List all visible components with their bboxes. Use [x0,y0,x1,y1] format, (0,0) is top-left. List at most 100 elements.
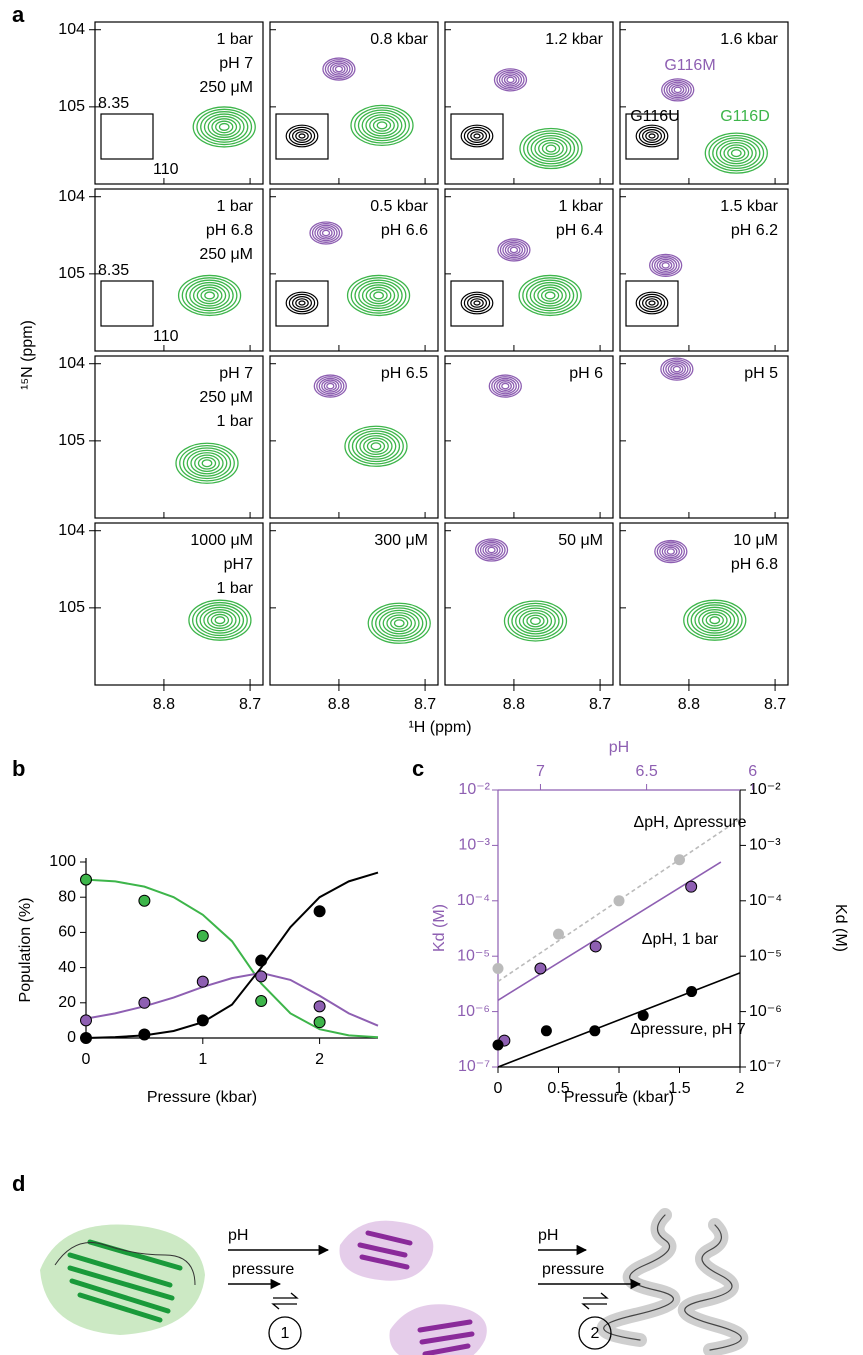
spectrum-frame [619,188,789,352]
spectrum-frame [444,355,614,519]
contour-level [651,255,680,276]
y2-tick-label: 10⁻⁷ [749,1058,781,1075]
dimer-illustration [40,1224,205,1335]
data-point [313,1016,326,1029]
y-tick-label: 10⁻⁴ [457,892,490,909]
inset-frame [625,280,679,327]
contour-level [498,381,512,392]
contour-level [189,281,230,309]
contour-level [177,274,242,317]
condition-label: 1 bar [217,580,254,597]
contour-level [530,616,541,625]
spectrum-frame [619,522,789,686]
contour-level [318,377,342,395]
contour-level [541,142,561,155]
y-tick-label: 10⁻² [458,781,490,798]
condition-label: 1 bar [217,198,254,215]
contour-level [185,279,234,312]
data-point [674,854,685,866]
data-point [255,995,268,1008]
contour-level [371,605,428,642]
contour-level [499,239,529,260]
contour-level [661,78,695,102]
contour-level [182,447,232,480]
contour-level [511,605,560,637]
data-point [196,1014,209,1027]
peak [654,539,688,564]
data-point [589,940,602,953]
data-point [613,895,625,907]
contour-level [188,599,252,641]
x-tick-label: 1.5 [668,1080,690,1097]
y-tick-label: 10⁻⁷ [458,1058,490,1075]
peak [704,132,768,174]
contour-level [723,144,750,162]
contour-level [354,107,410,144]
x-tick-label: 8.8 [328,696,350,713]
contour-level [701,611,728,629]
contour-level [530,134,572,163]
y-tick-label: 105 [58,98,85,115]
condition-label: 50 μM [558,532,603,549]
inset-label: 110 [153,161,179,178]
inset-contour [460,124,494,148]
contour-level [190,452,224,475]
data-point [492,962,504,974]
data-point [313,905,326,918]
data-point [196,929,209,942]
condition-label: 1.5 kbar [720,198,778,215]
contour-level [730,149,742,158]
contour-level [314,224,338,242]
contour-level [361,111,403,139]
peak [367,602,431,644]
contour-level [350,277,407,314]
data-point [534,962,547,975]
spectrum-frame [269,188,439,352]
panel-label: b [12,756,25,781]
y-tick-label: 10⁻⁵ [457,947,490,964]
contour-level [656,541,685,562]
condition-label: 1000 μM [190,532,253,549]
x-tick-label: 0.5 [547,1080,569,1097]
contour-level [522,612,549,630]
contour-level [660,357,694,381]
peak [661,78,695,102]
contour-level [326,382,335,390]
contour-level [375,607,424,640]
contour-level [393,619,405,628]
peak [313,374,347,398]
condition-label: 250 μM [199,246,253,263]
contour-level [210,613,230,627]
contour-level [321,229,331,237]
series-label: Δpressure, pH 7 [630,1021,746,1038]
x-axis-label: Pressure (kbar) [564,1089,674,1106]
inset-contour [298,133,306,139]
peak [309,221,343,245]
contour-level [656,258,675,273]
contour-level [357,109,407,142]
data-point [138,894,151,907]
spectrum-frame [94,188,264,352]
contour-level [316,226,336,240]
contour-level [390,616,409,630]
contour-level [519,127,583,170]
contour-level [665,360,689,378]
monomer-illustration [339,1220,487,1355]
condition-label: pH7 [224,556,253,573]
contour-level [506,76,515,84]
condition-label: 0.8 kbar [370,31,428,48]
contour-level [369,116,395,135]
x2-tick-label: 7 [536,763,545,780]
contour-level [666,81,690,99]
contour-level [487,546,496,554]
contour-level [704,132,768,174]
contour-level [477,540,506,560]
contour-level [316,376,345,397]
fit-curve [85,971,379,1027]
contour-level [319,227,333,238]
series-label: ΔpH, 1 bar [642,931,719,948]
inset-contour [641,296,662,311]
contour-level [332,64,346,75]
y-tick-label: 104 [58,355,85,372]
data-point [492,1039,504,1051]
